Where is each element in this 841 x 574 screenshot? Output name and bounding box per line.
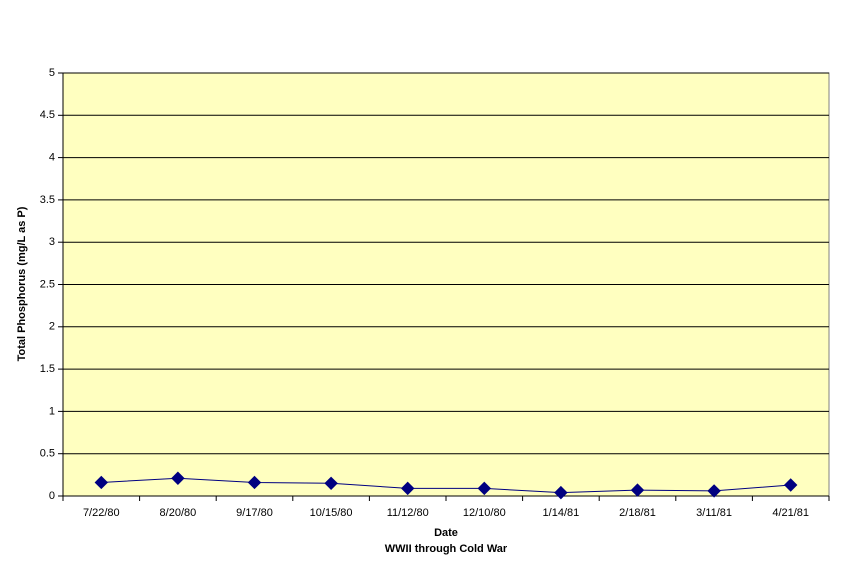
data-marker bbox=[630, 483, 645, 497]
y-tick-label: 5 bbox=[49, 67, 55, 79]
x-tick-label: 11/12/80 bbox=[387, 507, 429, 519]
y-axis-label: Total Phosphorus (mg/L as P) bbox=[16, 206, 28, 361]
x-tick-label: 3/11/81 bbox=[696, 507, 732, 519]
x-tick-label: 7/22/80 bbox=[83, 507, 120, 519]
data-marker bbox=[247, 475, 262, 490]
x-tick-label: 9/17/80 bbox=[236, 507, 273, 519]
y-tick-label: 1 bbox=[49, 405, 55, 417]
y-tick-label: 2 bbox=[49, 321, 55, 333]
x-tick-label: 2/18/81 bbox=[619, 507, 656, 519]
y-tick-label: 4 bbox=[49, 152, 55, 164]
y-tick-label: 0.5 bbox=[40, 448, 55, 460]
data-line bbox=[101, 477, 791, 494]
data-marker bbox=[324, 476, 338, 491]
data-marker bbox=[171, 471, 185, 485]
y-tick-label: 4.5 bbox=[40, 109, 55, 121]
data-marker bbox=[554, 485, 568, 500]
x-tick-label: 4/21/81 bbox=[772, 507, 809, 519]
data-marker bbox=[477, 481, 492, 496]
x-axis-sublabel: WWII through Cold War bbox=[385, 543, 508, 555]
y-tick-label: 3.5 bbox=[40, 194, 55, 206]
x-tick-label: 8/20/80 bbox=[160, 507, 197, 519]
data-marker bbox=[707, 484, 721, 498]
data-marker bbox=[400, 481, 415, 496]
y-tick-label: 3 bbox=[49, 236, 55, 248]
y-tick-label: 2.5 bbox=[40, 278, 55, 290]
y-tick-label: 1.5 bbox=[40, 363, 55, 375]
x-tick-label: 10/15/80 bbox=[310, 507, 353, 519]
x-tick-label: 12/10/80 bbox=[463, 507, 506, 519]
data-marker bbox=[94, 475, 109, 490]
x-tick-label: 1/14/81 bbox=[543, 507, 580, 519]
y-tick-label: 0 bbox=[49, 490, 55, 502]
x-axis-label: Date bbox=[434, 527, 458, 539]
data-marker bbox=[783, 478, 798, 492]
